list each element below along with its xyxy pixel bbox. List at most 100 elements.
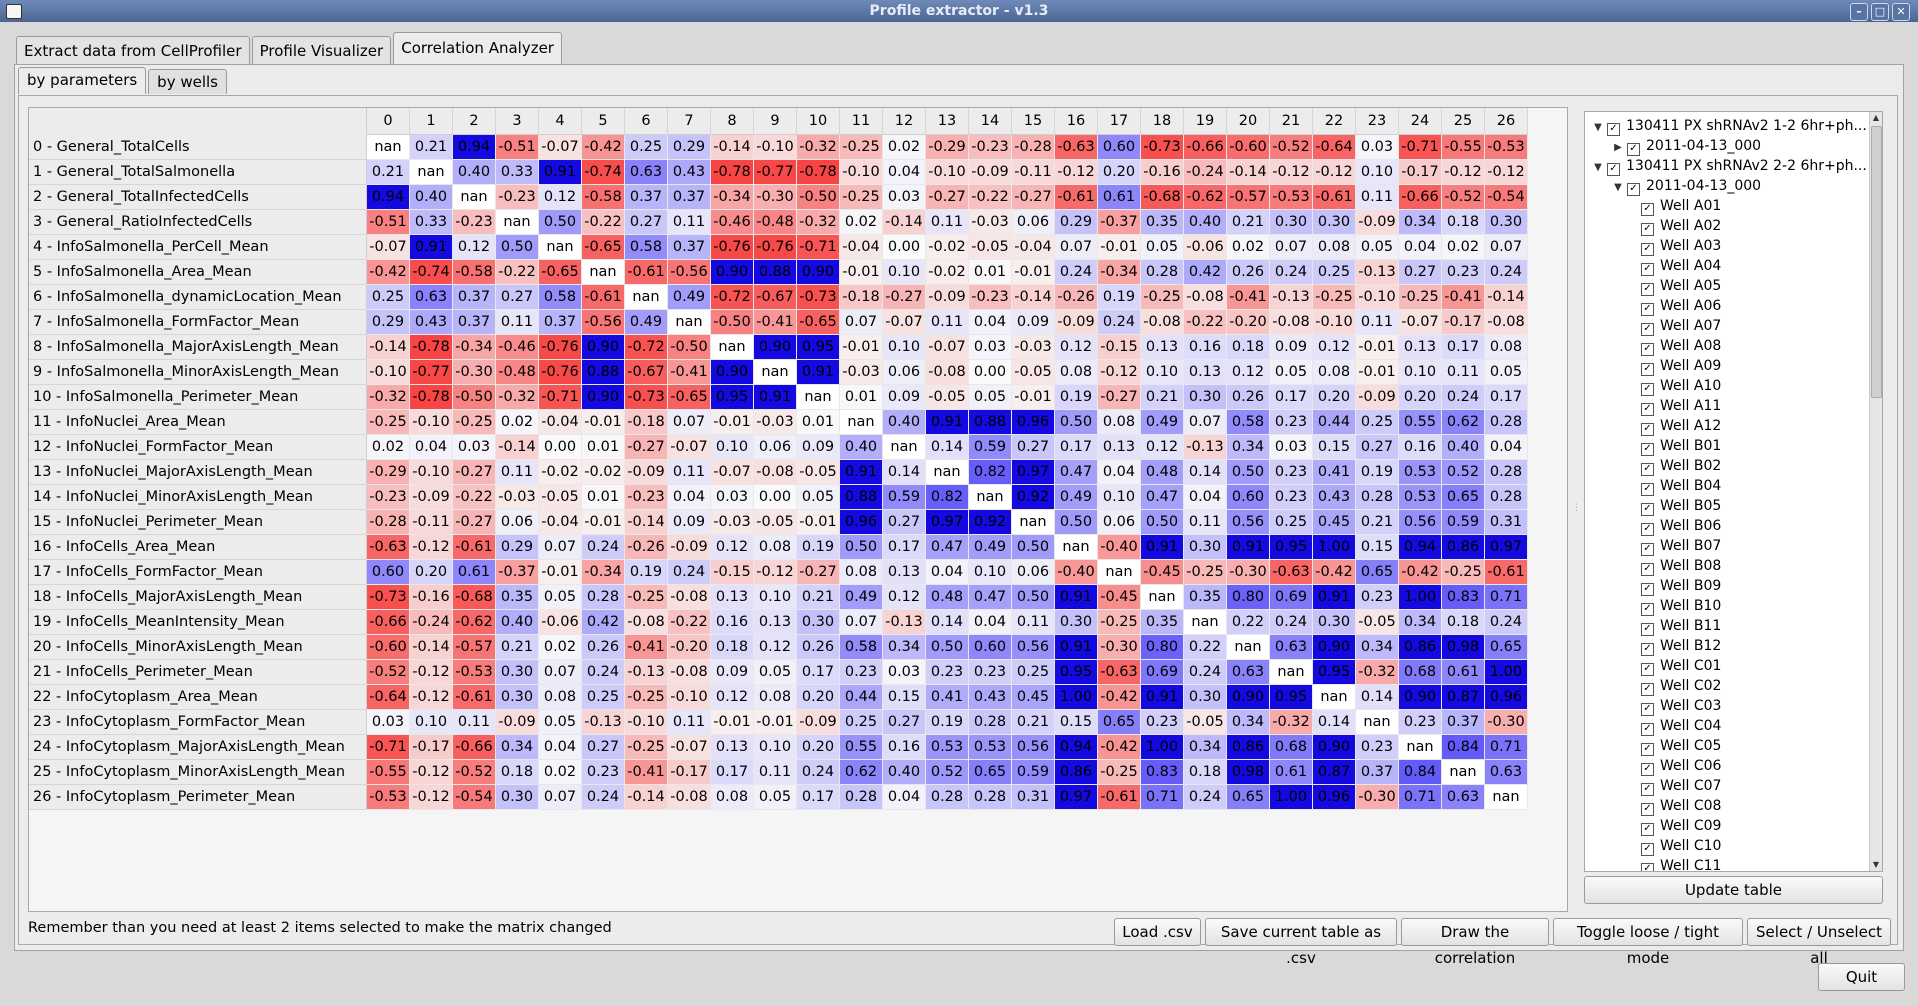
matrix-cell[interactable]: 0.50 xyxy=(839,534,883,560)
matrix-cell[interactable]: 0.04 xyxy=(925,559,969,585)
matrix-cell[interactable]: -0.51 xyxy=(495,134,539,160)
matrix-cell[interactable]: 0.16 xyxy=(710,609,754,635)
checkbox[interactable]: ✓ xyxy=(1641,383,1654,396)
tree-well-item[interactable]: ✓ Well A02 xyxy=(1585,216,1882,236)
matrix-cell[interactable]: -0.18 xyxy=(624,409,668,435)
matrix-cell[interactable]: 0.03 xyxy=(366,709,410,735)
matrix-cell[interactable]: -0.61 xyxy=(1312,184,1356,210)
matrix-cell[interactable]: 0.87 xyxy=(1441,684,1485,710)
matrix-cell[interactable]: 0.18 xyxy=(1226,334,1270,360)
matrix-cell[interactable]: -0.73 xyxy=(1140,134,1184,160)
matrix-cell[interactable]: 0.18 xyxy=(1441,609,1485,635)
matrix-cell[interactable]: -0.07 xyxy=(1398,309,1442,335)
matrix-cell[interactable]: 0.04 xyxy=(538,734,582,760)
matrix-cell[interactable]: 0.34 xyxy=(882,634,926,660)
matrix-cell[interactable]: 0.44 xyxy=(839,684,883,710)
matrix-cell[interactable]: 0.34 xyxy=(1355,634,1399,660)
tree-well-item[interactable]: ✓ Well A07 xyxy=(1585,316,1882,336)
tree-well-item[interactable]: ✓ Well A11 xyxy=(1585,396,1882,416)
tree-plate-1-date[interactable]: ▶ ✓ 2011-04-13_000 xyxy=(1585,136,1882,156)
matrix-cell[interactable]: -0.66 xyxy=(366,609,410,635)
matrix-cell[interactable]: 0.35 xyxy=(1140,609,1184,635)
matrix-cell[interactable]: 0.48 xyxy=(925,584,969,610)
matrix-cell[interactable]: -0.07 xyxy=(667,434,711,460)
matrix-cell[interactable]: -0.45 xyxy=(1140,559,1184,585)
tree-well-item[interactable]: ✓ Well B12 xyxy=(1585,636,1882,656)
matrix-cell[interactable]: -0.30 xyxy=(1226,559,1270,585)
matrix-cell[interactable]: -0.07 xyxy=(667,734,711,760)
matrix-cell[interactable]: -0.57 xyxy=(452,634,496,660)
matrix-cell[interactable]: 0.82 xyxy=(968,459,1012,485)
matrix-cell[interactable]: 0.09 xyxy=(667,509,711,535)
matrix-cell[interactable]: -0.53 xyxy=(1269,184,1313,210)
matrix-cell[interactable]: -0.66 xyxy=(1398,184,1442,210)
matrix-cell[interactable]: 0.37 xyxy=(452,284,496,310)
matrix-cell[interactable]: 0.04 xyxy=(1484,434,1528,460)
matrix-cell[interactable]: 0.30 xyxy=(1312,609,1356,635)
column-header[interactable]: 12 xyxy=(882,108,926,135)
matrix-cell[interactable]: 0.33 xyxy=(495,159,539,185)
matrix-cell[interactable]: 0.12 xyxy=(753,634,797,660)
matrix-cell[interactable]: -0.04 xyxy=(538,409,582,435)
matrix-cell[interactable]: 0.50 xyxy=(1140,509,1184,535)
matrix-cell[interactable]: 0.17 xyxy=(1484,384,1528,410)
matrix-cell[interactable]: 0.07 xyxy=(667,409,711,435)
matrix-cell[interactable]: 0.23 xyxy=(1441,259,1485,285)
matrix-cell[interactable]: -0.14 xyxy=(409,634,453,660)
matrix-cell[interactable]: 0.02 xyxy=(538,634,582,660)
matrix-cell[interactable]: 0.86 xyxy=(1398,634,1442,660)
matrix-cell[interactable]: -0.22 xyxy=(581,209,625,235)
matrix-cell[interactable]: 0.43 xyxy=(968,684,1012,710)
matrix-cell[interactable]: 0.60 xyxy=(968,634,1012,660)
matrix-cell[interactable]: -0.32 xyxy=(366,384,410,410)
column-header[interactable]: 3 xyxy=(495,108,539,135)
matrix-cell[interactable]: -0.28 xyxy=(366,509,410,535)
matrix-cell[interactable]: 0.11 xyxy=(1441,359,1485,385)
matrix-cell[interactable]: 0.40 xyxy=(1441,434,1485,460)
matrix-cell[interactable]: -0.53 xyxy=(366,784,410,810)
matrix-cell[interactable]: nan xyxy=(1484,784,1528,810)
matrix-cell[interactable]: -0.07 xyxy=(538,134,582,160)
matrix-cell[interactable]: 0.18 xyxy=(495,759,539,785)
matrix-cell[interactable]: 0.13 xyxy=(1398,334,1442,360)
matrix-cell[interactable]: -0.71 xyxy=(796,234,840,260)
matrix-cell[interactable]: 0.26 xyxy=(1226,384,1270,410)
matrix-cell[interactable]: 0.94 xyxy=(1398,534,1442,560)
matrix-cell[interactable]: 0.58 xyxy=(1226,409,1270,435)
matrix-cell[interactable]: 0.23 xyxy=(1140,709,1184,735)
matrix-cell[interactable]: 0.40 xyxy=(839,434,883,460)
checkbox[interactable]: ✓ xyxy=(1641,203,1654,216)
matrix-cell[interactable]: -0.12 xyxy=(1484,159,1528,185)
matrix-cell[interactable]: -0.05 xyxy=(753,509,797,535)
matrix-cell[interactable]: 0.01 xyxy=(796,409,840,435)
matrix-cell[interactable]: -0.03 xyxy=(710,509,754,535)
matrix-cell[interactable]: 0.07 xyxy=(538,534,582,560)
matrix-cell[interactable]: 0.26 xyxy=(1226,259,1270,285)
matrix-cell[interactable]: 0.27 xyxy=(1398,259,1442,285)
column-header[interactable]: 7 xyxy=(667,108,711,135)
matrix-cell[interactable]: 0.04 xyxy=(1398,234,1442,260)
checkbox[interactable]: ✓ xyxy=(1641,783,1654,796)
matrix-cell[interactable]: 0.98 xyxy=(1226,759,1270,785)
matrix-cell[interactable]: 0.29 xyxy=(366,309,410,335)
matrix-cell[interactable]: 0.30 xyxy=(495,784,539,810)
matrix-cell[interactable]: -0.25 xyxy=(1097,609,1141,635)
matrix-cell[interactable]: 0.14 xyxy=(1312,709,1356,735)
matrix-cell[interactable]: -0.58 xyxy=(452,259,496,285)
minimize-icon[interactable]: – xyxy=(1850,3,1868,21)
matrix-cell[interactable]: -0.32 xyxy=(495,384,539,410)
matrix-cell[interactable]: -0.65 xyxy=(581,234,625,260)
row-header[interactable]: 10 - InfoSalmonella_Perimeter_Mean xyxy=(29,384,367,410)
matrix-cell[interactable]: -0.12 xyxy=(409,684,453,710)
matrix-cell[interactable]: -0.46 xyxy=(710,209,754,235)
matrix-cell[interactable]: -0.78 xyxy=(796,159,840,185)
matrix-cell[interactable]: 0.29 xyxy=(667,134,711,160)
matrix-cell[interactable]: 0.28 xyxy=(925,784,969,810)
matrix-cell[interactable]: -0.13 xyxy=(1355,259,1399,285)
matrix-cell[interactable]: -0.62 xyxy=(1183,184,1227,210)
matrix-cell[interactable]: 0.23 xyxy=(1269,484,1313,510)
matrix-cell[interactable]: 0.11 xyxy=(667,209,711,235)
tree-well-item[interactable]: ✓ Well C11 xyxy=(1585,856,1882,871)
matrix-cell[interactable]: -0.56 xyxy=(667,259,711,285)
row-header[interactable]: 17 - InfoCells_FormFactor_Mean xyxy=(29,559,367,585)
